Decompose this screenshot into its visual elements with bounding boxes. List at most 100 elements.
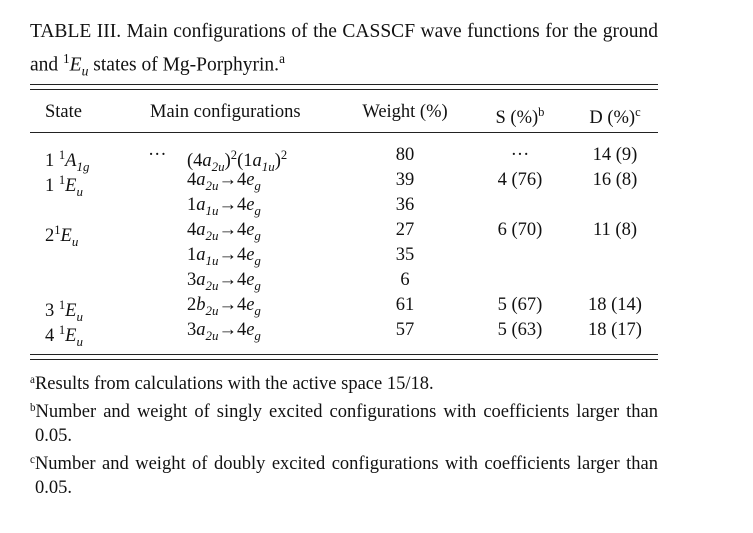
- footnote: cNumber and weight of doubly excited con…: [30, 448, 658, 500]
- text-run: 1: [58, 323, 66, 337]
- text-run: 3: [45, 300, 59, 321]
- table-cell: 5 (63): [497, 320, 543, 340]
- text-run: u: [81, 63, 89, 79]
- text-run: a: [196, 245, 206, 265]
- text-run: 1: [58, 148, 66, 162]
- text-run: a: [279, 51, 285, 66]
- text-run: 1: [187, 245, 197, 265]
- text-run: →4: [218, 245, 247, 265]
- text-run: e: [246, 270, 255, 290]
- header-cell: State: [45, 100, 82, 124]
- text-run: A: [65, 150, 77, 171]
- text-run: 1g: [76, 159, 90, 175]
- header-cell: S (%)b: [496, 100, 545, 130]
- text-run: 4: [187, 170, 197, 190]
- text-run: e: [246, 220, 255, 240]
- table-cell: 80: [395, 145, 415, 165]
- text-run: a: [196, 270, 206, 290]
- text-run: E: [60, 225, 72, 246]
- header-cell: Main configurations: [150, 100, 301, 124]
- text-run: 1: [63, 51, 70, 66]
- table-cell: 18 (17): [588, 320, 642, 340]
- text-run: a: [196, 170, 206, 190]
- text-run: e: [246, 170, 255, 190]
- text-run: g: [254, 228, 261, 244]
- text-run: a: [196, 320, 206, 340]
- footnote: bNumber and weight of singly excited con…: [30, 396, 658, 448]
- text-run: 2: [187, 295, 197, 315]
- table-cell: 18 (14): [588, 295, 642, 315]
- text-run: →4: [218, 195, 247, 215]
- text-run: Main configurations: [150, 102, 301, 122]
- text-run: e: [246, 320, 255, 340]
- text-run: a: [202, 150, 212, 171]
- text-run: a: [252, 150, 262, 171]
- text-run: State: [45, 102, 82, 122]
- table-cell: 57: [395, 320, 415, 340]
- text-run: e: [246, 295, 255, 315]
- text-run: 2u: [205, 303, 219, 319]
- text-run: ): [224, 150, 231, 171]
- table-cell: 39: [395, 170, 415, 190]
- rule: [30, 354, 658, 355]
- rule: [30, 89, 658, 90]
- rule: [30, 132, 658, 133]
- text-run: Number and weight of doubly excited conf…: [34, 454, 658, 499]
- text-run: 2u: [211, 159, 225, 175]
- table-cell: 1a1u→4eg: [187, 193, 261, 223]
- text-run: 2u: [205, 278, 219, 294]
- text-run: u: [76, 184, 83, 200]
- table-cell: 16 (8): [592, 170, 638, 190]
- text-run: 2u: [205, 228, 219, 244]
- text-run: 2u: [205, 328, 219, 344]
- text-run: →4: [218, 295, 247, 315]
- table-cell: 5 (67): [497, 295, 543, 315]
- table-cell: 1 1A1g: [45, 143, 89, 179]
- table-caption: TABLE III. Main configurations of the CA…: [30, 18, 658, 85]
- text-run: 1: [45, 175, 59, 196]
- text-run: 1u: [205, 253, 219, 269]
- text-run: 2: [230, 148, 238, 162]
- table-cell: 6 (70): [497, 220, 543, 240]
- text-run: g: [254, 328, 261, 344]
- text-run: 1: [54, 223, 61, 237]
- text-run: c: [30, 454, 35, 466]
- text-run: b: [538, 105, 545, 119]
- text-run: Results from calculations with the activ…: [34, 374, 434, 395]
- table-cell: 4a2u→4eg: [187, 168, 261, 198]
- text-run: g: [254, 203, 261, 219]
- text-run: 4: [187, 220, 197, 240]
- footnote: aResults from calculations with the acti…: [30, 368, 658, 396]
- text-run: 3: [187, 320, 197, 340]
- text-run: g: [254, 178, 261, 194]
- text-run: 1u: [261, 159, 275, 175]
- text-run: →4: [218, 170, 247, 190]
- table-cell: 4a2u→4eg: [187, 218, 261, 248]
- text-run: E: [65, 175, 77, 196]
- text-run: u: [71, 234, 79, 250]
- text-run: 2: [280, 148, 288, 162]
- text-run: 1: [58, 298, 66, 312]
- text-run: g: [254, 278, 261, 294]
- table-cell: 35: [395, 245, 415, 265]
- text-run: e: [246, 195, 255, 215]
- rule: [30, 359, 658, 360]
- text-run: b: [30, 402, 36, 414]
- table-cell: 36: [395, 195, 415, 215]
- table-cell: 27: [395, 220, 415, 240]
- table-cell: 6: [400, 270, 410, 290]
- text-run: E: [69, 54, 82, 76]
- table-cell: 3a2u→4eg: [187, 268, 261, 298]
- table-cell: 21Eu: [45, 218, 78, 254]
- text-run: 2: [45, 225, 55, 246]
- text-run: b: [196, 295, 206, 315]
- text-run: 3: [187, 270, 197, 290]
- header-cell: D (%)c: [589, 100, 640, 130]
- table-cell: 1 1Eu: [45, 168, 83, 204]
- text-run: 4: [45, 325, 59, 346]
- table-cell: 4 (76): [497, 170, 543, 190]
- text-run: 1: [187, 195, 197, 215]
- text-run: E: [65, 325, 77, 346]
- table-cell: 3 1Eu: [45, 293, 83, 329]
